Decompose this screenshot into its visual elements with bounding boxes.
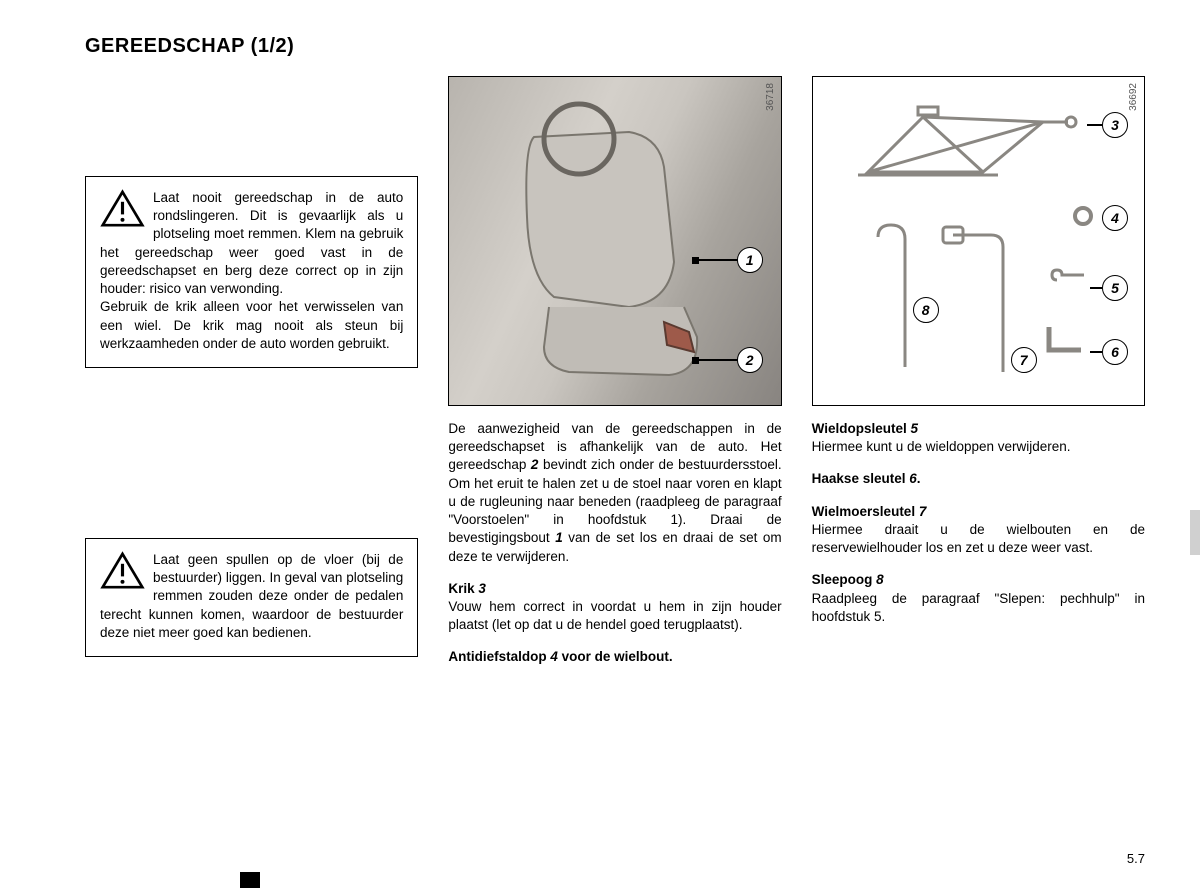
warning-icon — [100, 189, 145, 229]
columns-wrapper: Laat nooit gereedschap in de auto rondsl… — [85, 76, 1145, 681]
callout-6: 6 — [1090, 339, 1128, 365]
trim-key-sketch — [1049, 265, 1089, 295]
callout-num-8: 8 — [913, 297, 939, 323]
krik-num: 3 — [478, 581, 486, 596]
figure-tools: 36692 — [812, 76, 1145, 406]
callout-1: 1 — [692, 247, 763, 273]
sleepoog-section: Sleepoog 8 Raadpleeg de paragraaf "Slepe… — [812, 571, 1145, 626]
sleepoog-body: Raadpleeg de paragraaf "Slepen: pechhulp… — [812, 591, 1145, 624]
intro-paragraph: De aanwezigheid van de gereedschappen in… — [448, 420, 781, 566]
wielmoer-num: 7 — [919, 504, 927, 519]
callout-num-5: 5 — [1102, 275, 1128, 301]
callout-8: 8 — [913, 297, 939, 323]
wielmoer-section: Wielmoersleutel 7 Hiermee draait u de wi… — [812, 503, 1145, 558]
anti-post: voor de wielbout. — [558, 649, 673, 664]
column-middle: 36718 1 2 — [448, 76, 781, 681]
callout-num-3: 3 — [1102, 112, 1128, 138]
warning-box-2: Laat geen spullen op de vloer (bij de be… — [85, 538, 418, 657]
sleepoog-num: 8 — [876, 572, 884, 587]
side-tab — [1190, 510, 1200, 555]
image-code-1: 36718 — [765, 83, 776, 111]
page-title: GEREEDSCHAP (1/2) — [85, 35, 1145, 58]
callout-num-4: 4 — [1102, 205, 1128, 231]
wieldop-head: Wieldopsleutel — [812, 421, 911, 436]
anti-pre: Antidiefstaldop — [448, 649, 550, 664]
wielmoer-body: Hiermee draait u de wielbouten en de res… — [812, 522, 1145, 555]
haakse-post: . — [917, 471, 921, 486]
warning-box-1: Laat nooit gereedschap in de auto rondsl… — [85, 176, 418, 368]
jack-sketch — [843, 92, 1083, 192]
warning-icon — [100, 551, 145, 591]
sleepoog-head: Sleepoog — [812, 572, 877, 587]
column-left: Laat nooit gereedschap in de auto rondsl… — [85, 76, 418, 681]
callout-5: 5 — [1090, 275, 1128, 301]
warning-text-2: Laat geen spullen op de vloer (bij de be… — [100, 552, 403, 640]
haakse-section: Haakse sleutel 6. — [812, 470, 1145, 488]
callout-num-6: 6 — [1102, 339, 1128, 365]
callout-3: 3 — [1087, 112, 1128, 138]
column-right: 36692 — [812, 76, 1145, 681]
krik-head: Krik — [448, 581, 478, 596]
antidiefstal-section: Antidiefstaldop 4 voor de wielbout. — [448, 648, 781, 666]
callout-4: 4 — [1102, 205, 1128, 231]
haakse-head: Haakse sleutel — [812, 471, 910, 486]
intro-num1: 1 — [555, 530, 563, 545]
callout-num-7: 7 — [1011, 347, 1037, 373]
wieldop-num: 5 — [911, 421, 919, 436]
warning-text-1: Laat nooit gereedschap in de auto rondsl… — [100, 190, 403, 351]
wieldop-body: Hiermee kunt u de wieldoppen verwijderen… — [812, 439, 1071, 454]
callout-2: 2 — [692, 347, 763, 373]
bolt-cap-sketch — [1072, 205, 1094, 227]
anti-num: 4 — [550, 649, 558, 664]
figure-car-interior: 36718 1 2 — [448, 76, 781, 406]
haakse-num: 6 — [909, 471, 917, 486]
krik-section: Krik 3 Vouw hem correct in voordat u hem… — [448, 580, 781, 635]
wieldop-section: Wieldopsleutel 5 Hiermee kunt u de wield… — [812, 420, 1145, 456]
bottom-crop-mark — [240, 872, 260, 888]
image-code-2: 36692 — [1128, 83, 1139, 111]
page-number: 5.7 — [1127, 851, 1145, 866]
krik-body: Vouw hem correct in voordat u hem in zij… — [448, 599, 781, 632]
wielmoer-head: Wielmoersleutel — [812, 504, 919, 519]
angle-key-sketch — [1039, 322, 1089, 362]
callout-num-2: 2 — [737, 347, 763, 373]
manual-page: GEREEDSCHAP (1/2) Laat nooit gereedschap… — [0, 0, 1200, 888]
callout-num-1: 1 — [737, 247, 763, 273]
callout-7: 7 — [1011, 347, 1037, 373]
